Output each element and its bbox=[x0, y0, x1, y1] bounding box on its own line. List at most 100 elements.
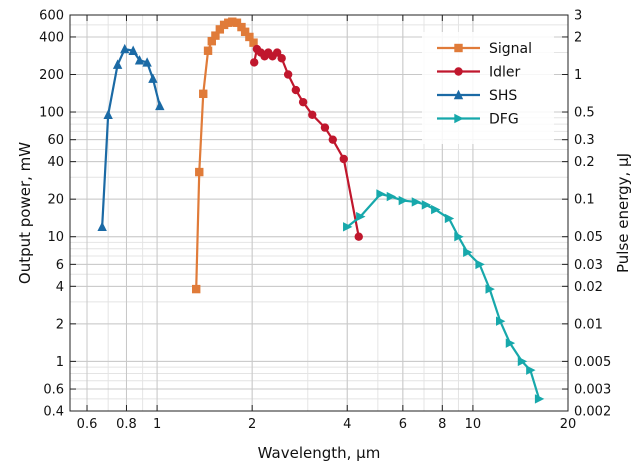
legend-marker-signal bbox=[454, 43, 463, 53]
legend-label-shs: SHS bbox=[489, 88, 517, 104]
y-tick-label: 2 bbox=[56, 317, 64, 332]
data-point-dfg bbox=[376, 189, 386, 199]
y2-tick-label: 3 bbox=[574, 9, 582, 24]
y2-tick-label: 2 bbox=[574, 30, 582, 45]
data-point-signal bbox=[232, 18, 242, 27]
axis-ticks: 0.6 0.8 1 2 4 6 8 10 20 0.4 0.6 1 2 4 6 10 20 40 60 100 200 4… bbox=[39, 9, 611, 433]
x-tick-label: 20 bbox=[560, 417, 577, 432]
data-point-signal bbox=[245, 32, 254, 42]
y-tick-label: 20 bbox=[47, 193, 64, 208]
data-point-dfg bbox=[526, 365, 536, 375]
data-point-idler bbox=[250, 58, 259, 67]
data-point-dfg bbox=[495, 316, 506, 326]
x-tick-label: 8 bbox=[438, 417, 446, 432]
x-tick-label: 4 bbox=[343, 417, 351, 432]
x-tick-label: 0.8 bbox=[116, 417, 137, 432]
y2-tick-label: 0.02 bbox=[574, 280, 603, 295]
y2-tick-label: 0.03 bbox=[574, 258, 603, 273]
data-point-signal bbox=[207, 36, 216, 46]
legend-item-dfg: DFG bbox=[437, 112, 519, 128]
series-idler bbox=[250, 44, 363, 241]
data-point-shs bbox=[142, 57, 152, 67]
x-tick-label: 1 bbox=[153, 417, 161, 432]
series-line-dfg bbox=[346, 192, 541, 400]
data-point-dfg bbox=[463, 247, 473, 257]
data-point-idler bbox=[298, 97, 308, 107]
y2-tick-label: 0.1 bbox=[574, 193, 595, 208]
data-point-shs bbox=[128, 45, 138, 55]
y2-tick-label: 0.05 bbox=[574, 230, 603, 245]
data-point-dfg bbox=[485, 284, 495, 294]
y2-tick-label: 0.005 bbox=[574, 355, 611, 370]
series-dfg bbox=[343, 189, 545, 404]
legend-item-idler: Idler bbox=[437, 65, 521, 81]
legend-marker-shs bbox=[453, 89, 464, 100]
series-line-shs bbox=[101, 47, 161, 227]
x-tick-label: 6 bbox=[399, 417, 407, 432]
data-point-idler bbox=[339, 154, 348, 164]
data-point-dfg bbox=[398, 195, 409, 206]
data-point-dfg bbox=[454, 232, 464, 242]
series-shs bbox=[97, 43, 165, 232]
data-point-signal bbox=[240, 27, 250, 36]
data-point-dfg bbox=[411, 197, 422, 207]
data-point-dfg bbox=[475, 259, 485, 270]
series-signal bbox=[192, 17, 258, 294]
data-point-signal bbox=[228, 17, 237, 26]
data-point-signal bbox=[237, 22, 246, 32]
legend-marker-idler bbox=[454, 67, 463, 76]
data-point-dfg bbox=[517, 356, 528, 367]
x-tick-label: 10 bbox=[465, 417, 482, 432]
y-tick-label: 100 bbox=[39, 106, 64, 121]
series-line-idler bbox=[253, 47, 360, 237]
data-point-shs bbox=[103, 109, 113, 119]
legend-marker-dfg bbox=[454, 113, 464, 124]
y-tick-label: 600 bbox=[39, 9, 64, 24]
legend-label-idler: Idler bbox=[489, 65, 521, 81]
y-tick-label: 0.6 bbox=[43, 383, 64, 398]
y2-tick-label: 0.003 bbox=[574, 383, 611, 398]
y2-tick-label: 0.5 bbox=[574, 106, 595, 121]
legend-label-signal: Signal bbox=[489, 41, 532, 57]
data-point-signal bbox=[215, 25, 225, 34]
y2-tick-label: 0.2 bbox=[574, 155, 595, 170]
y-tick-label: 200 bbox=[39, 68, 64, 83]
data-point-dfg bbox=[534, 394, 545, 404]
data-point-shs bbox=[148, 73, 158, 83]
y-tick-label: 40 bbox=[47, 155, 64, 170]
y-tick-label: 4 bbox=[56, 280, 64, 295]
y2-tick-label: 0.3 bbox=[574, 133, 595, 148]
y-tick-label: 1 bbox=[56, 355, 64, 370]
y-tick-label: 6 bbox=[56, 258, 64, 273]
legend-item-signal: Signal bbox=[437, 41, 532, 57]
data-point-idler bbox=[277, 54, 286, 63]
data-point-idler bbox=[328, 135, 337, 144]
legend: Signal Idler SHS DFG bbox=[422, 32, 554, 144]
data-point-idler bbox=[272, 48, 282, 57]
data-point-idler bbox=[320, 123, 330, 132]
data-point-idler bbox=[308, 110, 317, 119]
data-point-shs bbox=[120, 43, 130, 54]
y-tick-label: 10 bbox=[47, 230, 64, 245]
data-point-signal bbox=[211, 31, 220, 40]
data-point-shs bbox=[134, 55, 145, 65]
y2-tick-label: 0.01 bbox=[574, 317, 603, 332]
y-tick-label: 60 bbox=[47, 133, 64, 148]
data-point-idler bbox=[354, 232, 363, 241]
data-point-dfg bbox=[421, 200, 432, 210]
data-point-shs bbox=[112, 59, 123, 69]
data-point-shs bbox=[155, 100, 165, 111]
x-tick-label: 2 bbox=[248, 417, 256, 432]
data-point-dfg bbox=[386, 191, 397, 202]
data-point-idler bbox=[291, 85, 301, 95]
data-point-dfg bbox=[505, 338, 516, 348]
data-point-dfg bbox=[444, 213, 455, 224]
plot-frame bbox=[69, 14, 569, 412]
y2-tick-label: 1 bbox=[574, 68, 582, 83]
series-area bbox=[97, 17, 545, 404]
data-point-dfg bbox=[431, 204, 441, 215]
data-point-shs bbox=[97, 221, 107, 232]
y-axis-title: Output power, mW bbox=[16, 142, 34, 284]
y-tick-label: 400 bbox=[39, 30, 64, 45]
